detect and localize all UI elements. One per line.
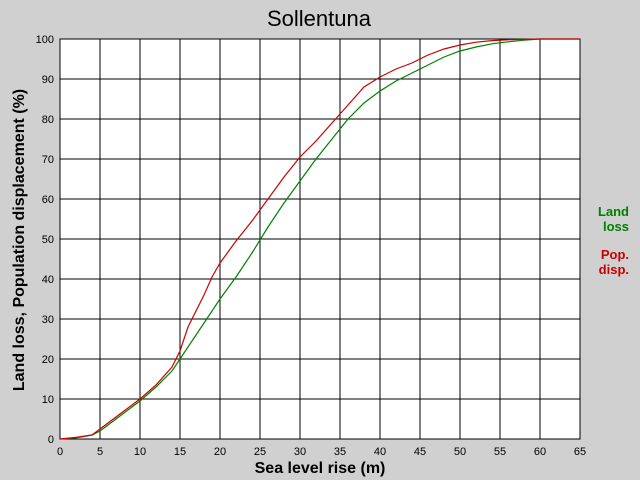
- x-tick-label: 20: [214, 446, 226, 458]
- x-tick-label: 55: [494, 446, 506, 458]
- x-tick-label: 50: [454, 446, 466, 458]
- x-tick-label: 5: [97, 446, 103, 458]
- y-tick-label: 80: [42, 114, 54, 126]
- x-tick-label: 35: [334, 446, 346, 458]
- y-tick-label: 70: [42, 154, 54, 166]
- y-tick-label: 40: [42, 274, 54, 286]
- plot-border: [59, 38, 581, 440]
- legend-entry-land-loss: Land: [598, 204, 629, 219]
- x-axis-label: Sea level rise (m): [255, 460, 386, 477]
- x-tick-label: 25: [254, 446, 266, 458]
- series-line-pop-disp: [59, 38, 580, 440]
- y-tick-label: 90: [42, 74, 54, 86]
- series-lines: [59, 38, 580, 440]
- x-tick-label: 10: [134, 446, 146, 458]
- x-tick-label: 40: [374, 446, 386, 458]
- chart-title: Sollentuna: [267, 6, 372, 31]
- y-tick-label: 60: [42, 194, 54, 206]
- x-tick-label: 60: [534, 446, 546, 458]
- y-tick-label: 0: [48, 434, 54, 446]
- grid: [59, 38, 581, 440]
- legend-entry-land-loss: loss: [603, 219, 629, 234]
- x-tick-label: 30: [294, 446, 306, 458]
- x-tick-label: 45: [414, 446, 426, 458]
- x-tick-label: 0: [57, 446, 63, 458]
- y-tick-label: 20: [42, 354, 54, 366]
- tick-labels: 0 5 10 15 20 25 30 35 40 45 50 55 60 65 0 10 20 30 40 50 60 7…: [36, 34, 586, 458]
- legend-entry-pop-disp: disp.: [599, 262, 629, 277]
- x-tick-label: 15: [174, 446, 186, 458]
- y-axis-label: Land loss, Population displacement (%): [11, 89, 28, 391]
- y-tick-label: 100: [36, 34, 54, 46]
- y-tick-label: 50: [42, 234, 54, 246]
- x-tick-label: 65: [574, 446, 586, 458]
- legend-entry-pop-disp: Pop.: [601, 247, 629, 262]
- series-line-land-loss: [59, 38, 580, 440]
- y-tick-label: 10: [42, 394, 54, 406]
- y-tick-label: 30: [42, 314, 54, 326]
